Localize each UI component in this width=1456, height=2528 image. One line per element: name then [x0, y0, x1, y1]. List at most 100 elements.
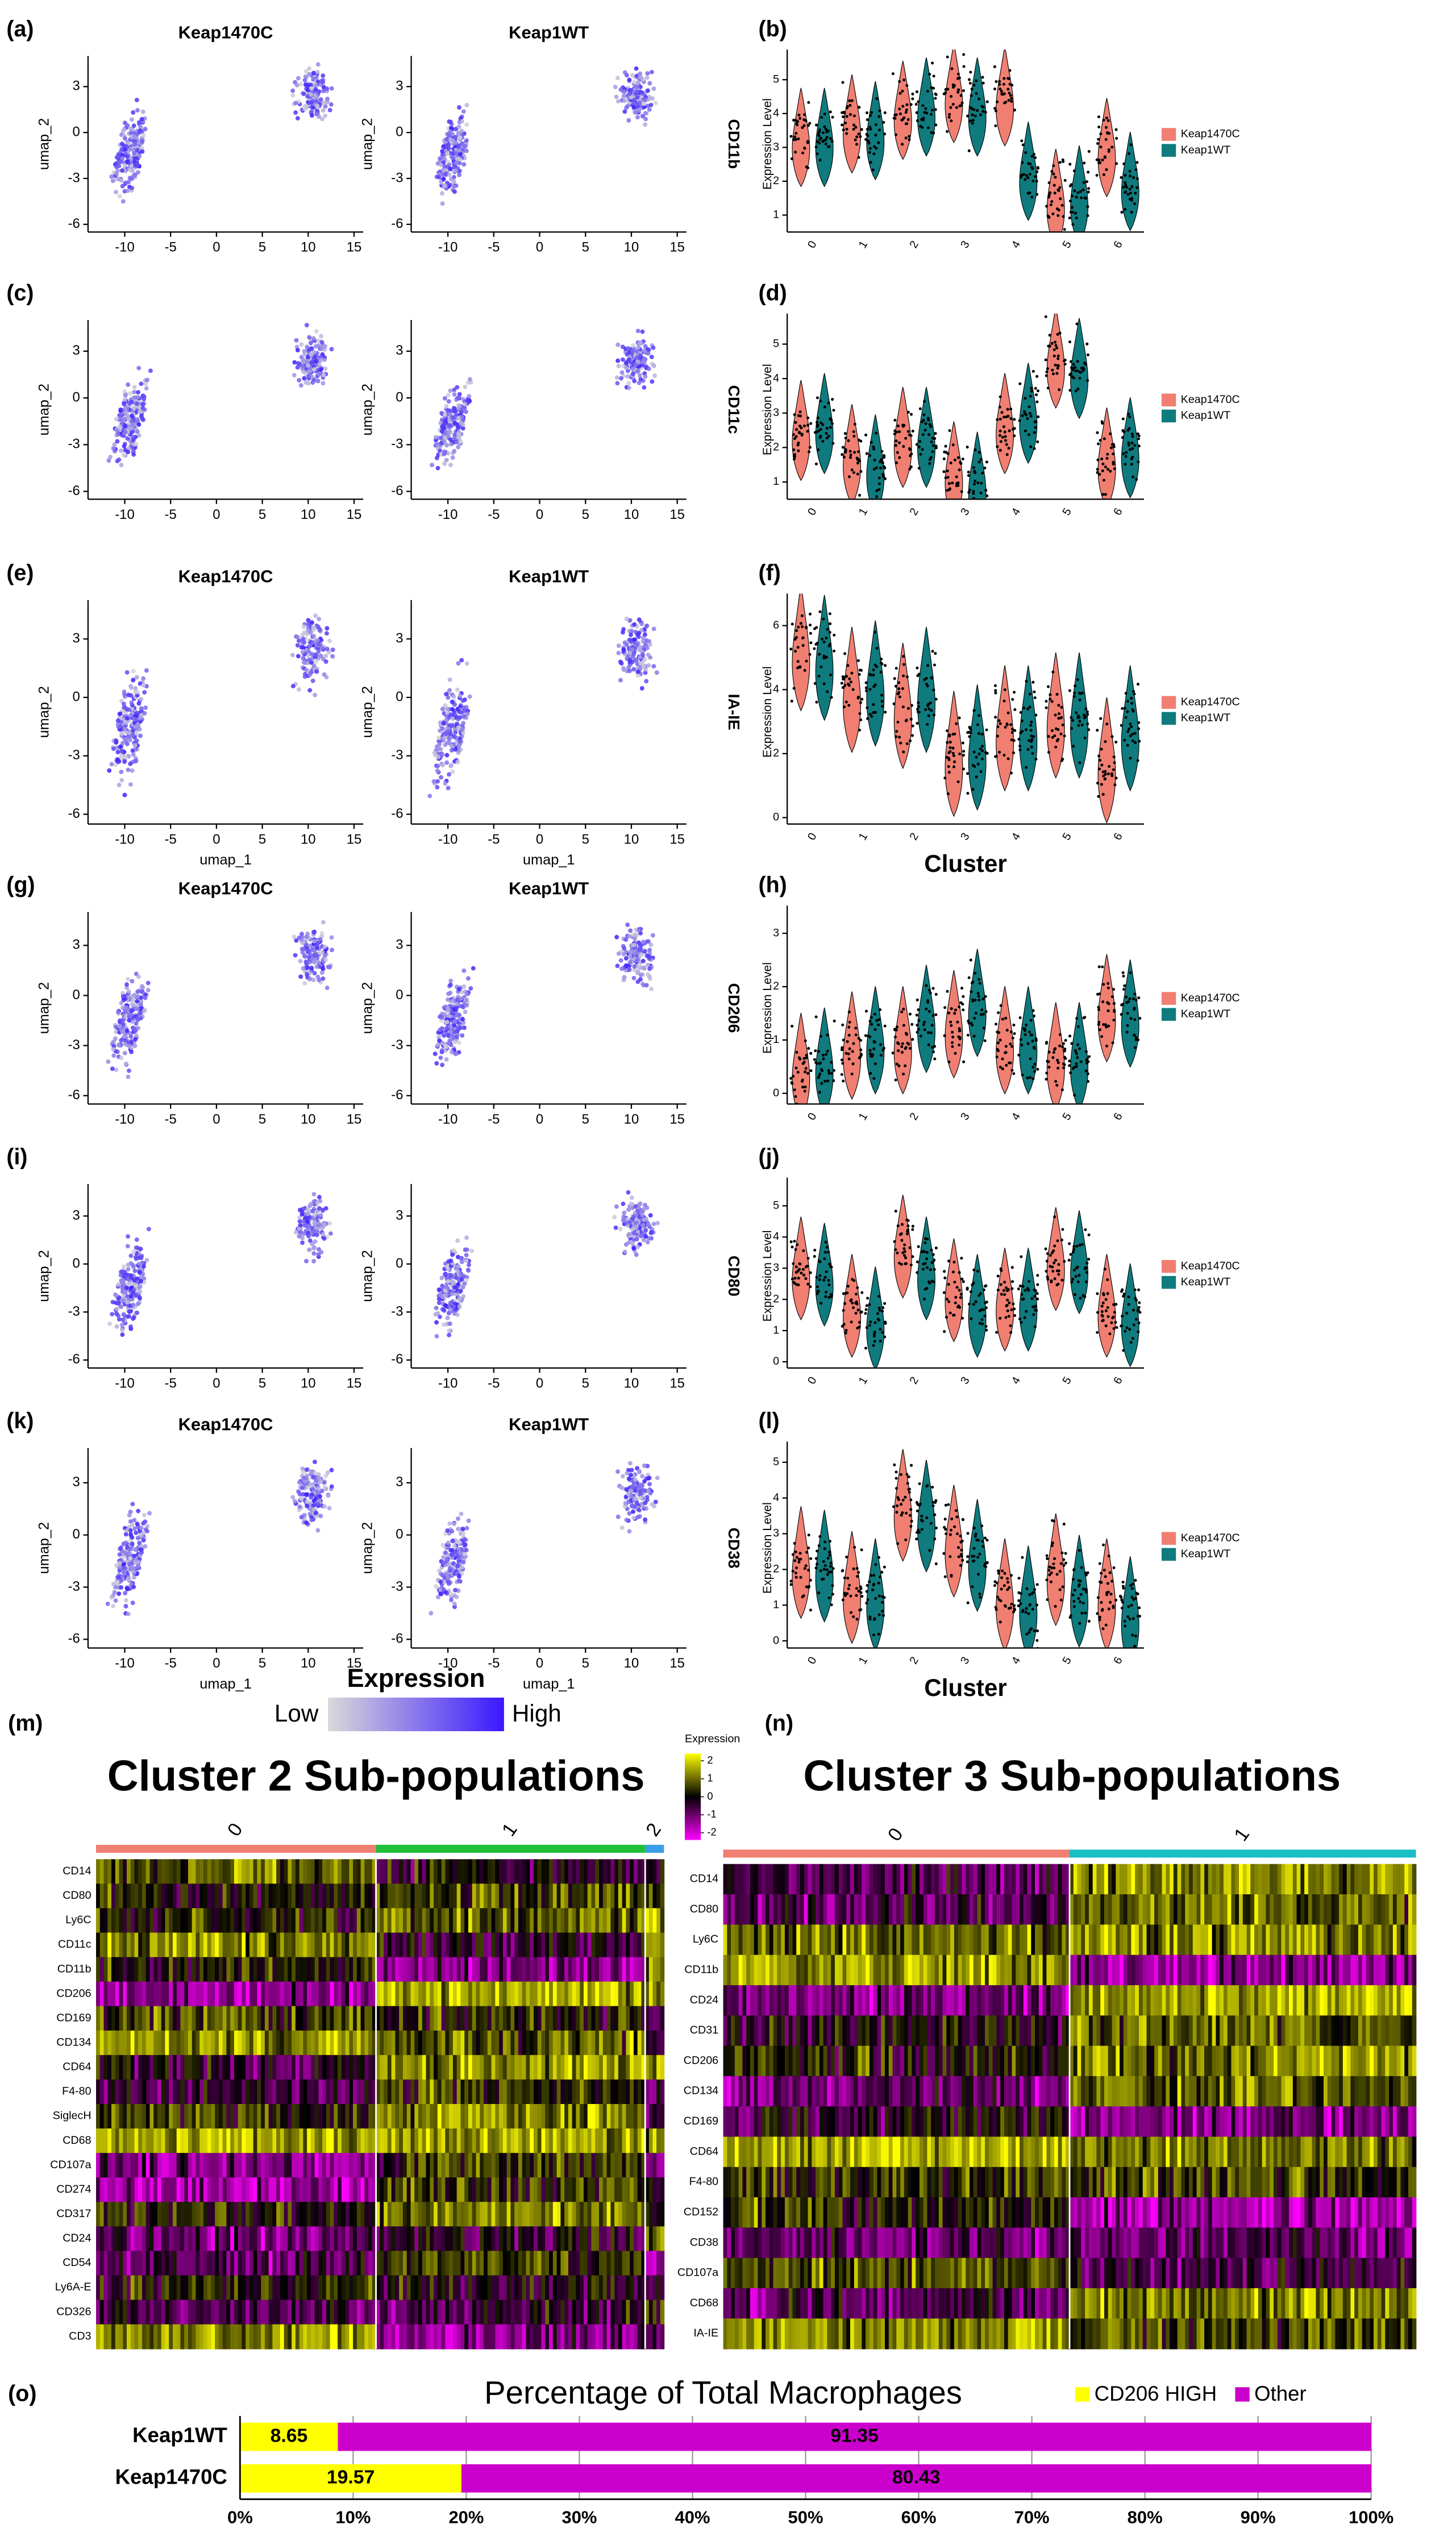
- y-tick-label: 3: [396, 78, 403, 94]
- cell-point: [117, 424, 122, 429]
- cell-point: [120, 418, 126, 423]
- jitter-point: [999, 395, 1002, 398]
- jitter-point: [1053, 184, 1056, 187]
- jitter-point: [969, 119, 972, 123]
- cell-point: [321, 89, 326, 93]
- cell-point: [129, 1040, 134, 1045]
- jitter-point: [850, 1072, 854, 1076]
- jitter-point: [1121, 429, 1125, 433]
- jitter-point: [797, 137, 800, 140]
- cell-point: [290, 652, 295, 658]
- jitter-point: [868, 673, 872, 676]
- jitter-point: [1063, 1049, 1066, 1053]
- cell-point: [464, 661, 469, 666]
- jitter-point: [979, 747, 982, 751]
- cell-point: [455, 759, 460, 764]
- x-tick-label: -10: [438, 240, 458, 255]
- jitter-point: [857, 458, 860, 461]
- jitter-point: [972, 483, 976, 486]
- jitter-point: [921, 126, 924, 129]
- jitter-point: [966, 114, 970, 118]
- jitter-point: [806, 416, 810, 419]
- cell-point: [461, 1020, 466, 1025]
- cell-point: [650, 96, 655, 101]
- jitter-point: [855, 135, 859, 139]
- jitter-point: [1112, 1018, 1116, 1022]
- jitter-point: [847, 704, 851, 707]
- panel-title: Keap1470C: [178, 22, 273, 42]
- jitter-point: [844, 451, 847, 454]
- cell-point: [297, 378, 302, 382]
- cell-point: [299, 342, 304, 347]
- jitter-point: [954, 1051, 957, 1055]
- jitter-point: [1133, 692, 1136, 696]
- jitter-point: [797, 449, 800, 452]
- cell-point: [637, 617, 642, 622]
- jitter-point: [966, 792, 970, 795]
- jitter-point: [1102, 479, 1106, 482]
- jitter-point: [1047, 344, 1050, 348]
- jitter-point: [1036, 389, 1040, 393]
- cell-point: [302, 376, 307, 381]
- jitter-point: [961, 458, 964, 461]
- jitter-point: [1084, 197, 1088, 200]
- cell-point: [643, 364, 648, 369]
- jitter-point: [1097, 1005, 1100, 1009]
- cell-point: [135, 1007, 140, 1012]
- jitter-point: [855, 143, 858, 146]
- x-tick-label: 0: [213, 507, 220, 522]
- cell-point: [443, 781, 448, 786]
- cell-point: [122, 397, 127, 402]
- cell-point: [119, 749, 124, 754]
- cell-point: [457, 135, 463, 140]
- jitter-point: [864, 681, 868, 684]
- jitter-point: [792, 448, 796, 451]
- cell-point: [309, 92, 314, 97]
- jitter-point: [902, 674, 905, 677]
- jitter-point: [1062, 160, 1065, 163]
- jitter-point: [1004, 1045, 1008, 1048]
- cell-point: [647, 947, 652, 953]
- jitter-point: [917, 705, 921, 708]
- jitter-point: [813, 1058, 816, 1061]
- cell-point: [305, 344, 310, 350]
- cell-point: [128, 130, 134, 135]
- jitter-point: [984, 518, 987, 521]
- cell-point: [136, 974, 141, 979]
- jitter-point: [996, 418, 999, 421]
- jitter-point: [1097, 795, 1100, 798]
- jitter-point: [893, 1028, 897, 1032]
- jitter-point: [841, 1062, 845, 1065]
- y-tick-label: 0: [73, 124, 80, 139]
- cell-point: [139, 381, 144, 386]
- jitter-point: [1063, 359, 1066, 363]
- jitter-point: [1076, 1056, 1079, 1059]
- jitter-point: [824, 142, 827, 145]
- jitter-point: [952, 85, 955, 89]
- cell-point: [312, 929, 317, 934]
- jitter-point: [856, 472, 859, 476]
- cell-point: [296, 654, 301, 659]
- jitter-point: [1022, 1027, 1025, 1030]
- cell-point: [293, 110, 298, 115]
- jitter-point: [820, 116, 823, 119]
- cell-point: [120, 168, 124, 173]
- jitter-point: [895, 461, 898, 464]
- jitter-point: [1097, 1008, 1101, 1012]
- cell-point: [122, 163, 127, 168]
- jitter-point: [848, 113, 852, 116]
- jitter-point: [1107, 148, 1110, 152]
- panel-label: (c): [6, 280, 34, 305]
- jitter-point: [996, 725, 1000, 729]
- cell-point: [623, 360, 629, 365]
- y-tick-label: -3: [391, 436, 403, 452]
- cell-point: [448, 982, 453, 987]
- jitter-point: [1056, 214, 1060, 217]
- cell-point: [329, 935, 334, 940]
- jitter-point: [1030, 155, 1034, 158]
- cell-point: [125, 123, 130, 128]
- cell-point: [298, 974, 303, 979]
- jitter-point: [866, 111, 869, 114]
- cell-point: [312, 367, 317, 372]
